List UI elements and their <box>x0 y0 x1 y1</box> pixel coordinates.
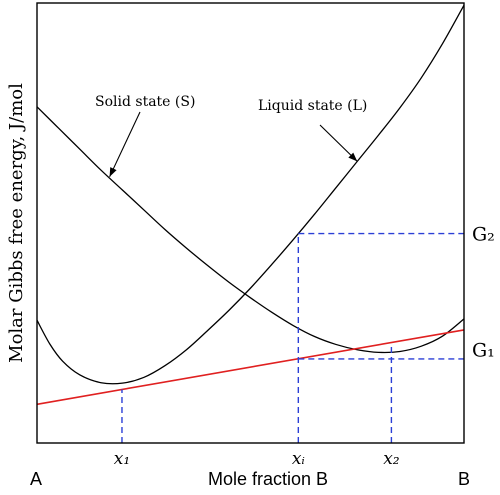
y-tick-label-1: G₂ <box>472 224 495 246</box>
x-tick-label-2: xᵢ <box>292 449 305 469</box>
series-line-liquid-state-l <box>36 4 465 385</box>
x-tick-label-1: x₁ <box>114 449 130 469</box>
series-line-common-tangent <box>36 329 465 406</box>
annotations-layer: Solid state (S) Liquid state (L) <box>95 94 367 178</box>
ticks-layer: x₁ xᵢ x₂ G₂ G₁ <box>114 224 495 469</box>
plot-frame <box>36 2 465 444</box>
curves-layer <box>36 4 465 406</box>
annotation-arrowhead-liquid-state-l <box>348 152 358 162</box>
annotation-leader-solid-state-s <box>109 111 141 178</box>
annotation-solid-state-s: Solid state (S) <box>95 94 195 110</box>
x-axis-right-end-label: B <box>458 469 470 489</box>
y-axis-label: Molar Gibbs free energy, J/mol <box>6 83 27 363</box>
x-axis-left-end-label: A <box>30 469 42 489</box>
annotation-liquid-state-l: Liquid state (L) <box>258 98 367 114</box>
series-line-solid-state-s <box>36 106 465 354</box>
annotation-arrowhead-solid-state-s <box>109 167 117 177</box>
x-axis-label: Mole fraction B <box>208 469 328 489</box>
y-tick-label-2: G₁ <box>472 339 495 361</box>
guides-layer <box>121 232 464 443</box>
x-tick-label-3: x₂ <box>383 449 400 469</box>
